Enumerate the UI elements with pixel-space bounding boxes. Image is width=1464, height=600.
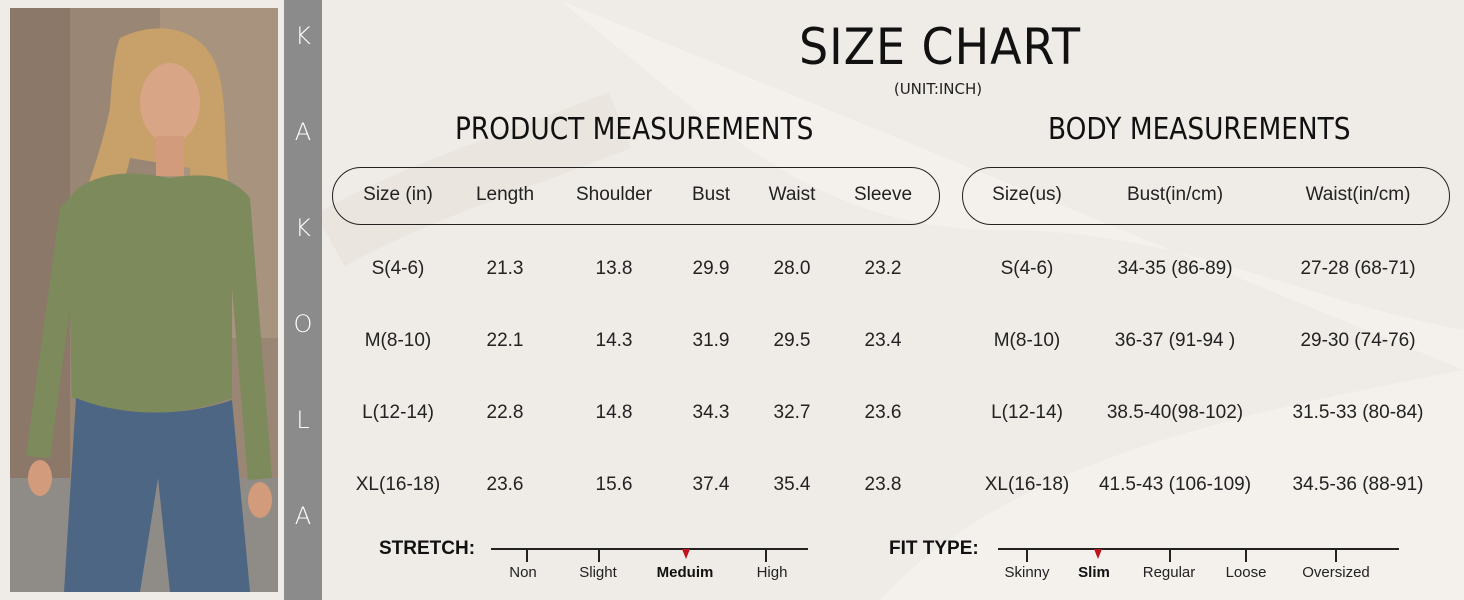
stretch-label: STRETCH:	[379, 538, 476, 559]
product-cell: 23.4	[864, 330, 902, 351]
product-cell: 23.2	[864, 258, 902, 279]
product-header-length: Length	[475, 184, 535, 205]
stretch-tick	[765, 549, 767, 562]
product-cell: 22.8	[486, 402, 524, 423]
product-cell: 22.1	[486, 330, 524, 351]
product-cell: 21.3	[486, 258, 524, 279]
product-cell: 29.9	[692, 258, 730, 279]
product-cell: 14.8	[595, 402, 633, 423]
fit-tick	[1169, 549, 1171, 562]
product-header-size: Size (in)	[363, 184, 433, 205]
body-header-pill	[962, 167, 1450, 225]
unit-label: (UNIT:INCH)	[893, 80, 983, 98]
body-cell: L(12-14)	[991, 402, 1063, 423]
product-header-pill	[332, 167, 940, 225]
body-cell: 27-28 (68-71)	[1300, 258, 1416, 279]
product-cell: S(4-6)	[371, 258, 425, 279]
fit-option-loose: Loose	[1225, 564, 1267, 581]
model-photo	[10, 8, 278, 592]
brand-letter: K	[295, 22, 311, 50]
stretch-tick	[598, 549, 600, 562]
brand-letter: A	[294, 502, 312, 530]
body-measurements-title: BODY MEASUREMENTS	[1048, 112, 1351, 147]
body-cell: M(8-10)	[993, 330, 1061, 351]
fit-tick	[1026, 549, 1028, 562]
fit-tick	[1335, 549, 1337, 562]
product-header-shoulder: Shoulder	[575, 184, 653, 205]
product-cell: L(12-14)	[362, 402, 434, 423]
page-title: SIZE CHART	[798, 18, 1082, 76]
product-header-waist: Waist	[768, 184, 816, 205]
product-cell: 28.0	[773, 258, 811, 279]
product-cell: 32.7	[773, 402, 811, 423]
stretch-option-medium: Meduim	[656, 564, 714, 581]
fit-option-regular: Regular	[1142, 564, 1196, 581]
product-cell: 23.6	[486, 474, 524, 495]
body-cell: XL(16-18)	[984, 474, 1070, 495]
body-cell: 31.5-33 (80-84)	[1292, 402, 1424, 423]
body-header-bust: Bust(in/cm)	[1126, 184, 1224, 205]
product-cell: 29.5	[773, 330, 811, 351]
fit-option-slim: Slim	[1078, 564, 1110, 581]
product-cell: XL(16-18)	[355, 474, 441, 495]
brand-letter: K	[295, 214, 311, 242]
product-measurements-title: PRODUCT MEASUREMENTS	[455, 112, 814, 147]
product-cell: 13.8	[595, 258, 633, 279]
body-cell: 38.5-40(98-102)	[1106, 402, 1244, 423]
body-cell: 41.5-43 (106-109)	[1098, 474, 1252, 495]
stretch-marker-icon	[682, 549, 690, 559]
brand-letter: L	[296, 406, 310, 434]
product-cell: 37.4	[692, 474, 730, 495]
fit-type-label: FIT TYPE:	[889, 538, 979, 559]
stretch-option-non: Non	[509, 564, 537, 581]
brand-letter: O	[293, 310, 313, 338]
fit-tick	[1245, 549, 1247, 562]
body-header-size: Size(us)	[992, 184, 1062, 205]
product-header-bust: Bust	[691, 184, 731, 205]
product-cell: 14.3	[595, 330, 633, 351]
fit-option-skinny: Skinny	[1004, 564, 1050, 581]
product-cell: 23.8	[864, 474, 902, 495]
fit-option-oversized: Oversized	[1302, 564, 1370, 581]
product-cell: 31.9	[692, 330, 730, 351]
body-cell: 34.5-36 (88-91)	[1292, 474, 1424, 495]
product-cell: 23.6	[864, 402, 902, 423]
body-cell: 34-35 (86-89)	[1117, 258, 1233, 279]
stretch-tick	[526, 549, 528, 562]
stretch-scale-line	[491, 548, 808, 550]
product-cell: 34.3	[692, 402, 730, 423]
body-header-waist: Waist(in/cm)	[1305, 184, 1411, 205]
product-cell: M(8-10)	[364, 330, 432, 351]
fit-marker-icon	[1094, 549, 1102, 559]
body-cell: S(4-6)	[1000, 258, 1054, 279]
body-cell: 29-30 (74-76)	[1300, 330, 1416, 351]
fit-scale-line	[998, 548, 1399, 550]
product-cell: 35.4	[773, 474, 811, 495]
product-cell: 15.6	[595, 474, 633, 495]
body-cell: 36-37 (91-94 )	[1114, 330, 1236, 351]
stretch-option-high: High	[756, 564, 788, 581]
stretch-option-slight: Slight	[579, 564, 617, 581]
brand-strip: K A K O L A	[284, 0, 322, 600]
product-header-sleeve: Sleeve	[853, 184, 913, 205]
brand-letter: A	[294, 118, 312, 146]
